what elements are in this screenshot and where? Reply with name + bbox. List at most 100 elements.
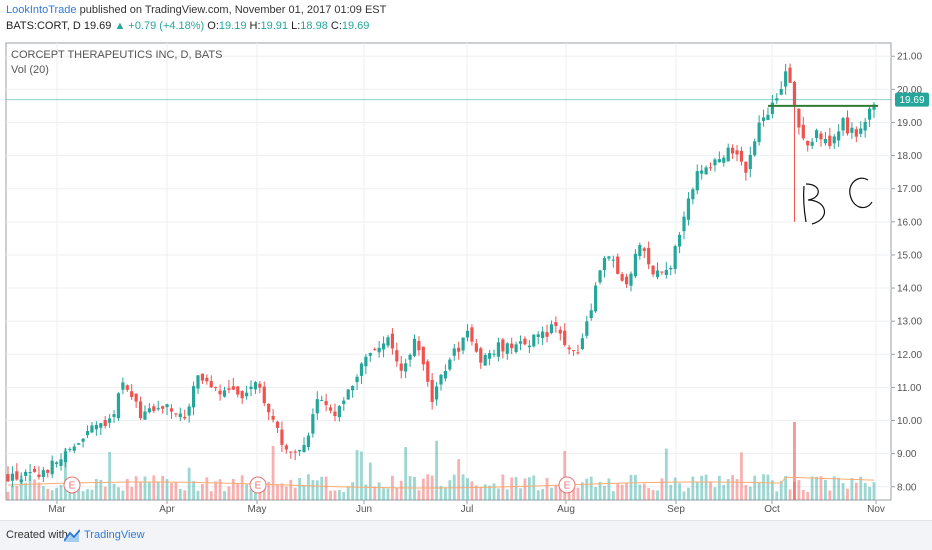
- volume-bar: [249, 489, 253, 500]
- volume-bar: [311, 480, 315, 500]
- candle-body: [766, 114, 770, 121]
- candle-body: [333, 411, 337, 417]
- volume-bar: [823, 479, 827, 500]
- tradingview-logo-icon[interactable]: [64, 529, 80, 543]
- candle-body: [421, 346, 425, 365]
- earnings-marker-icon[interactable]: [63, 476, 81, 494]
- volume-bar: [170, 482, 173, 500]
- high-value: 19.91: [260, 20, 289, 32]
- candle-body: [704, 167, 708, 175]
- candle-body: [748, 154, 752, 170]
- candle-body: [302, 444, 306, 453]
- candle-body: [222, 390, 227, 397]
- candle-body: [262, 386, 266, 404]
- volume-bar: [740, 452, 743, 500]
- tradingview-brand-link[interactable]: TradingView: [84, 529, 145, 541]
- x-tick-label: Apr: [159, 504, 175, 515]
- candle-body: [872, 104, 876, 110]
- candle-body: [187, 406, 191, 416]
- volume-bar: [112, 483, 116, 500]
- volume-bar: [474, 485, 478, 500]
- candle-body: [373, 349, 377, 351]
- volume-bar: [130, 486, 134, 500]
- candle-body: [814, 130, 819, 139]
- volume-bar: [50, 490, 54, 500]
- candle-body: [532, 334, 536, 347]
- volume-bar: [373, 486, 377, 500]
- candle-body: [810, 141, 814, 146]
- candle-body: [174, 413, 178, 415]
- y-tick-label: 16.00: [897, 217, 922, 228]
- volume-bar: [284, 486, 288, 500]
- candle-body: [298, 449, 302, 452]
- ohlc-line: BATS:CORT, D 19.69 ▲ +0.79 (+4.18%) O:19…: [6, 20, 369, 32]
- candle-body: [209, 381, 213, 388]
- volume-bar: [642, 483, 646, 500]
- volume-bar: [196, 490, 200, 500]
- last-price-badge-text: 19.69: [899, 95, 924, 106]
- volume-bar: [236, 483, 240, 500]
- candle-body: [81, 438, 85, 442]
- volume-bar: [461, 474, 465, 500]
- volume-bar: [324, 476, 328, 500]
- candle-body: [147, 408, 151, 413]
- candle-body: [611, 259, 615, 261]
- price-chart[interactable]: 8.00 9.00 10.00 11.00 12.00 13.00 14.00 15.00 16…: [0, 38, 932, 520]
- volume-bar: [735, 479, 739, 500]
- volume-bar: [766, 474, 770, 500]
- volume-bar: [201, 484, 204, 500]
- candle-body: [607, 256, 611, 259]
- y-tick-label: 10.00: [897, 416, 922, 427]
- volume-bar: [580, 482, 584, 500]
- candle-body: [134, 393, 138, 402]
- candle-body: [461, 337, 465, 351]
- volume-bar: [28, 475, 32, 500]
- candle-body: [655, 270, 660, 278]
- volume-bar: [271, 445, 275, 500]
- volume-bar: [395, 487, 399, 500]
- candle-body: [452, 348, 456, 356]
- candle-body: [412, 338, 417, 356]
- candle-body: [293, 451, 297, 453]
- y-tick-label: 11.00: [897, 383, 922, 394]
- volume-bar: [483, 484, 487, 500]
- earnings-marker-icon[interactable]: [558, 476, 576, 494]
- candle-body: [673, 246, 677, 269]
- change-value: +0.79 (+4.18%): [128, 20, 205, 32]
- volume-bar: [33, 479, 36, 500]
- candle-body: [527, 345, 531, 348]
- volume-bar: [479, 487, 483, 500]
- volume-bar: [841, 483, 845, 500]
- close-value: 19.69: [341, 20, 370, 32]
- candle-body: [227, 388, 231, 390]
- volume-bar: [240, 475, 244, 500]
- volume-bar: [152, 475, 156, 500]
- volume-bar: [377, 482, 381, 500]
- volume-bar: [187, 467, 191, 500]
- candle-body: [739, 150, 744, 162]
- volume-bar: [37, 482, 41, 500]
- candle-body: [165, 404, 169, 408]
- candle-body: [708, 167, 713, 169]
- candle-body: [514, 344, 518, 353]
- candle-body: [15, 471, 19, 480]
- volume-bar: [819, 476, 823, 500]
- candle-body: [563, 330, 567, 345]
- volume-bar: [103, 486, 107, 500]
- candle-body: [116, 393, 121, 419]
- volume-bar: [554, 484, 558, 500]
- candle-body: [580, 338, 584, 350]
- y-tick-label: 15.00: [897, 250, 922, 261]
- volume-bar: [333, 490, 337, 500]
- volume-bar: [156, 481, 160, 500]
- author-link[interactable]: LookIntoTrade: [6, 4, 77, 16]
- volume-bar: [382, 488, 385, 500]
- volume-bar: [647, 488, 651, 500]
- candle-body: [94, 424, 98, 430]
- volume-bar: [404, 447, 408, 500]
- volume-bar: [320, 476, 324, 500]
- earnings-marker-label: E: [255, 481, 262, 492]
- earnings-marker-icon[interactable]: [249, 476, 267, 494]
- volume-bar: [722, 484, 726, 500]
